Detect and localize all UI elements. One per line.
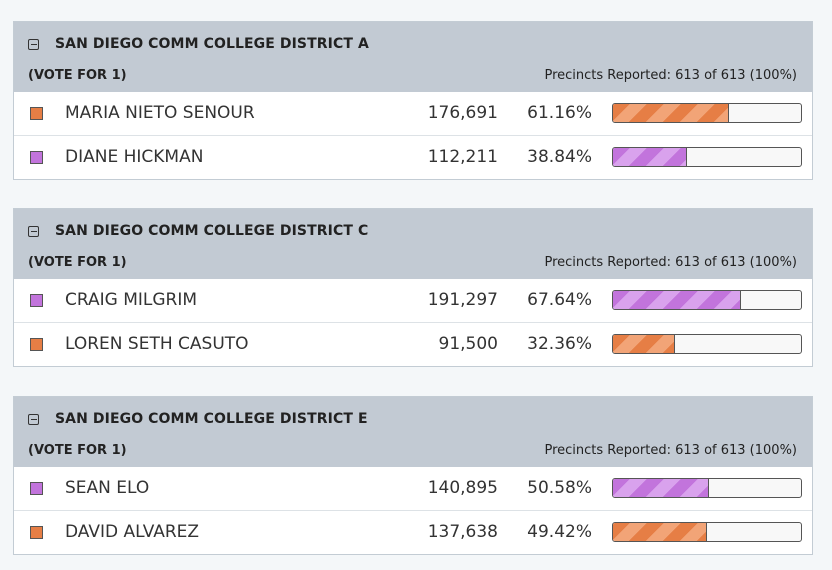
candidate-percent: 32.36% [527, 334, 592, 354]
candidate-color-swatch [30, 151, 43, 164]
race-title: SAN DIEGO COMM COLLEGE DISTRICT C [55, 223, 369, 239]
vote-share-bar-fill [613, 291, 742, 309]
race-header: SAN DIEGO COMM COLLEGE DISTRICT C (VOTE … [14, 209, 812, 279]
vote-share-bar [612, 522, 802, 542]
vote-share-bar-fill [613, 335, 675, 353]
race-card-district-e: SAN DIEGO COMM COLLEGE DISTRICT E (VOTE … [13, 396, 813, 555]
candidate-row: DAVID ALVAREZ 137,638 49.42% [14, 510, 812, 554]
candidate-row: CRAIG MILGRIM 191,297 67.64% [14, 279, 812, 322]
collapse-minus-icon[interactable] [28, 226, 39, 237]
vote-share-bar-fill [613, 523, 707, 541]
candidate-list: SEAN ELO 140,895 50.58% DAVID ALVAREZ 13… [14, 467, 812, 554]
vote-share-bar [612, 147, 802, 167]
candidate-votes: 191,297 [427, 290, 498, 310]
candidate-percent: 61.16% [527, 103, 592, 123]
vote-share-bar [612, 478, 802, 498]
candidate-list: CRAIG MILGRIM 191,297 67.64% LOREN SETH … [14, 279, 812, 366]
collapse-minus-icon[interactable] [28, 39, 39, 50]
race-header: SAN DIEGO COMM COLLEGE DISTRICT E (VOTE … [14, 397, 812, 467]
candidate-votes: 176,691 [427, 103, 498, 123]
candidate-votes: 91,500 [438, 334, 498, 354]
vote-for-label: (VOTE FOR 1) [28, 443, 127, 458]
candidate-name: LOREN SETH CASUTO [65, 334, 249, 354]
candidate-percent: 38.84% [527, 147, 592, 167]
candidate-percent: 49.42% [527, 522, 592, 542]
candidate-percent: 67.64% [527, 290, 592, 310]
candidate-name: DIANE HICKMAN [65, 147, 204, 167]
precincts-reported: Precincts Reported: 613 of 613 (100%) [544, 255, 797, 270]
precincts-reported: Precincts Reported: 613 of 613 (100%) [544, 68, 797, 83]
vote-share-bar [612, 334, 802, 354]
candidate-votes: 140,895 [427, 478, 498, 498]
candidate-row: MARIA NIETO SENOUR 176,691 61.16% [14, 92, 812, 135]
candidate-name: CRAIG MILGRIM [65, 290, 198, 310]
race-header: SAN DIEGO COMM COLLEGE DISTRICT A (VOTE … [14, 22, 812, 92]
race-title: SAN DIEGO COMM COLLEGE DISTRICT E [55, 411, 368, 427]
candidate-color-swatch [30, 338, 43, 351]
collapse-minus-icon[interactable] [28, 414, 39, 425]
candidate-votes: 112,211 [427, 147, 498, 167]
race-title: SAN DIEGO COMM COLLEGE DISTRICT A [55, 36, 369, 52]
vote-for-label: (VOTE FOR 1) [28, 255, 127, 270]
candidate-row: DIANE HICKMAN 112,211 38.84% [14, 135, 812, 179]
candidate-votes: 137,638 [427, 522, 498, 542]
candidate-color-swatch [30, 294, 43, 307]
candidate-color-swatch [30, 482, 43, 495]
vote-share-bar-fill [613, 148, 688, 166]
race-card-district-c: SAN DIEGO COMM COLLEGE DISTRICT C (VOTE … [13, 208, 813, 367]
candidate-percent: 50.58% [527, 478, 592, 498]
candidate-name: DAVID ALVAREZ [65, 522, 200, 542]
vote-share-bar-fill [613, 479, 710, 497]
vote-share-bar [612, 290, 802, 310]
race-card-district-a: SAN DIEGO COMM COLLEGE DISTRICT A (VOTE … [13, 21, 813, 180]
candidate-row: SEAN ELO 140,895 50.58% [14, 467, 812, 510]
vote-share-bar-fill [613, 104, 729, 122]
candidate-color-swatch [30, 526, 43, 539]
candidate-name: MARIA NIETO SENOUR [65, 103, 255, 123]
precincts-reported: Precincts Reported: 613 of 613 (100%) [544, 443, 797, 458]
candidate-name: SEAN ELO [65, 478, 150, 498]
candidate-list: MARIA NIETO SENOUR 176,691 61.16% DIANE … [14, 92, 812, 179]
vote-share-bar [612, 103, 802, 123]
candidate-row: LOREN SETH CASUTO 91,500 32.36% [14, 322, 812, 366]
candidate-color-swatch [30, 107, 43, 120]
vote-for-label: (VOTE FOR 1) [28, 68, 127, 83]
